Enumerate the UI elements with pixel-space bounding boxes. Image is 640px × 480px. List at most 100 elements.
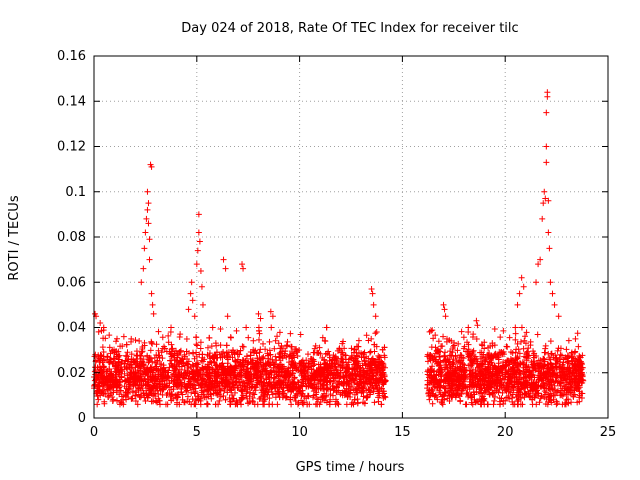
- data-point: [488, 384, 495, 391]
- data-point: [519, 359, 526, 366]
- data-point: [184, 393, 191, 400]
- data-point: [333, 387, 340, 394]
- data-point: [315, 396, 322, 403]
- data-point: [534, 331, 541, 338]
- data-point: [473, 336, 480, 343]
- data-point: [545, 350, 552, 357]
- data-point: [549, 290, 556, 297]
- data-point: [381, 354, 388, 361]
- data-point: [172, 347, 179, 354]
- data-point: [563, 391, 570, 398]
- data-point: [121, 360, 128, 367]
- data-point: [338, 349, 345, 356]
- data-point: [237, 382, 244, 389]
- data-point: [236, 379, 243, 386]
- data-point: [491, 325, 498, 332]
- data-point: [514, 301, 521, 308]
- data-point: [360, 373, 367, 380]
- data-point: [305, 351, 312, 358]
- data-point: [572, 335, 579, 342]
- data-point: [369, 290, 376, 297]
- data-point: [226, 395, 233, 402]
- data-point: [227, 401, 234, 408]
- data-point: [152, 373, 159, 380]
- data-point: [429, 357, 436, 364]
- data-point: [368, 367, 375, 374]
- data-point: [177, 331, 184, 338]
- data-point: [169, 391, 176, 398]
- data-point: [369, 355, 376, 362]
- data-point: [154, 357, 161, 364]
- data-point: [514, 353, 521, 360]
- data-point: [134, 401, 141, 408]
- data-point: [213, 349, 220, 356]
- data-point: [321, 356, 328, 363]
- data-point: [304, 401, 311, 408]
- data-point: [144, 394, 151, 401]
- data-point: [541, 388, 548, 395]
- y-tick-label: 0: [78, 411, 86, 426]
- data-point: [211, 384, 218, 391]
- data-point: [167, 328, 174, 335]
- data-point: [571, 349, 578, 356]
- data-point: [101, 390, 108, 397]
- data-point: [493, 387, 500, 394]
- data-point: [117, 398, 124, 405]
- data-point: [192, 376, 199, 383]
- data-point: [128, 335, 135, 342]
- data-point: [353, 389, 360, 396]
- data-point: [539, 215, 546, 222]
- data-point: [168, 353, 175, 360]
- data-point: [460, 334, 467, 341]
- data-point: [253, 374, 260, 381]
- data-point: [490, 389, 497, 396]
- data-point: [569, 370, 576, 377]
- data-point: [308, 372, 315, 379]
- data-point: [442, 313, 449, 320]
- data-point: [538, 393, 545, 400]
- data-point: [329, 356, 336, 363]
- data-point: [525, 352, 532, 359]
- x-axis-label: GPS time / hours: [296, 460, 405, 475]
- data-point: [285, 376, 292, 383]
- data-point: [287, 388, 294, 395]
- data-point: [268, 384, 275, 391]
- y-tick-label: 0.1: [65, 185, 86, 200]
- data-point: [544, 93, 551, 100]
- data-point: [311, 384, 318, 391]
- data-point: [195, 229, 202, 236]
- data-point: [143, 391, 150, 398]
- data-point: [116, 352, 123, 359]
- data-point: [321, 386, 328, 393]
- data-point: [263, 361, 270, 368]
- y-tick-label: 0.06: [57, 275, 86, 290]
- data-point: [367, 389, 374, 396]
- data-point: [119, 343, 126, 350]
- data-point: [372, 330, 379, 337]
- data-point: [543, 109, 550, 116]
- data-point: [206, 369, 213, 376]
- data-point: [437, 371, 444, 378]
- data-point: [252, 347, 259, 354]
- data-point: [425, 390, 432, 397]
- data-point: [356, 378, 363, 385]
- data-point: [544, 401, 551, 408]
- data-point: [326, 357, 333, 364]
- data-point: [574, 358, 581, 365]
- data-point: [238, 388, 245, 395]
- data-point: [517, 395, 524, 402]
- data-point: [310, 392, 317, 399]
- data-point: [112, 373, 119, 380]
- data-point: [164, 373, 171, 380]
- data-point: [332, 396, 339, 403]
- data-point: [324, 374, 331, 381]
- data-point: [322, 350, 329, 357]
- data-point: [441, 306, 448, 313]
- data-point: [192, 388, 199, 395]
- data-point: [244, 359, 251, 366]
- data-point: [375, 352, 382, 359]
- data-point: [126, 364, 133, 371]
- data-point: [545, 361, 552, 368]
- data-point: [237, 347, 244, 354]
